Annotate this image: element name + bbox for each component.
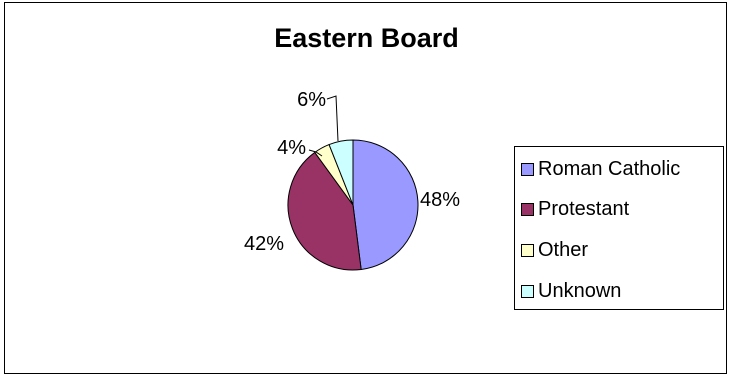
legend-label: Roman Catholic xyxy=(538,157,681,180)
leader-line-other xyxy=(308,149,323,157)
legend-swatch-roman-catholic xyxy=(521,162,534,176)
pie-slice-protestant xyxy=(287,151,362,271)
legend-swatch-protestant xyxy=(521,202,534,216)
pie-slice-unknown xyxy=(328,139,354,206)
data-label-other: 4% xyxy=(277,137,306,159)
legend-swatch-other xyxy=(521,243,534,257)
chart-title: Eastern Board xyxy=(274,23,459,53)
legend: Roman Catholic Protestant Other Unknown xyxy=(514,146,724,310)
legend-item-other: Other xyxy=(521,238,588,262)
legend-item-unknown: Unknown xyxy=(521,279,621,303)
data-label-roman-catholic: 48% xyxy=(420,189,460,211)
legend-label: Other xyxy=(538,238,589,261)
legend-item-roman-catholic: Roman Catholic xyxy=(521,157,680,181)
data-label-protestant: 42% xyxy=(244,233,284,255)
pie-slice-roman-catholic xyxy=(352,139,419,271)
legend-label: Protestant xyxy=(538,197,630,220)
legend-label: Unknown xyxy=(538,279,622,302)
legend-item-protestant: Protestant xyxy=(521,197,629,221)
legend-swatch-unknown xyxy=(521,284,534,298)
leader-line-unknown xyxy=(326,95,339,142)
data-label-unknown: 6% xyxy=(297,89,326,111)
